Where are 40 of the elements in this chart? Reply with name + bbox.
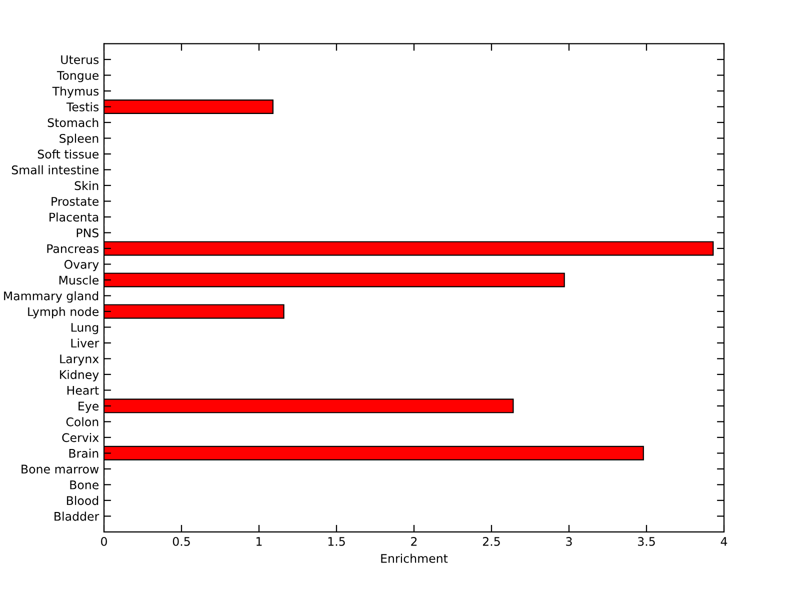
y-tick-label: Small intestine <box>12 165 99 174</box>
y-tick-label: Placenta <box>50 212 98 222</box>
x-tick-label: 0 <box>101 536 107 546</box>
x-tick-label: 3 <box>566 536 572 546</box>
y-tick-label: Bladder <box>54 512 100 521</box>
y-tick-label: Brain <box>69 448 98 458</box>
x-tick-label: 2 <box>411 536 417 546</box>
y-tick-label: Bone marrow <box>22 464 99 474</box>
y-tick-label: Lymph node <box>28 306 99 318</box>
y-tick-label: Heart <box>67 386 99 395</box>
y-tick-label: Cervix <box>62 432 99 442</box>
y-tick-label: Testis <box>66 102 99 112</box>
y-tick-label: Blood <box>66 496 98 506</box>
x-tick-label: 1 <box>256 537 262 546</box>
x-tick-label: 3.5 <box>638 536 655 546</box>
y-tick-label: Colon <box>66 417 98 426</box>
y-tick-label: Kidney <box>60 370 99 382</box>
y-tick-label: Soft tissue <box>38 149 99 159</box>
y-tick-label: Larynx <box>60 354 99 366</box>
x-tick-label: 0.5 <box>172 536 190 546</box>
y-tick-label: Eye <box>78 402 99 413</box>
x-tick-label: 1.5 <box>328 537 345 546</box>
y-tick-label: Stomach <box>48 118 98 128</box>
y-tick-label: Thymus <box>52 86 99 98</box>
y-tick-label: Spleen <box>60 134 98 146</box>
y-tick-label: Liver <box>71 338 100 348</box>
y-tick-label: PNS <box>76 228 98 238</box>
y-tick-label: Skin <box>74 180 98 190</box>
y-tick-label: Muscle <box>59 275 99 285</box>
y-tick-label: Tongue <box>56 71 99 82</box>
x-tick-label: 4 <box>720 537 728 546</box>
y-tick-label: Lung <box>71 323 98 334</box>
y-tick-label: Ovary <box>64 260 99 272</box>
x-axis-title: Enrichment <box>381 554 448 563</box>
x-tick-label: 2.5 <box>482 536 500 546</box>
y-tick-label: Bone <box>70 480 99 490</box>
y-tick-label: Prostate <box>52 197 99 206</box>
y-tick-label: Mammary gland <box>4 291 98 303</box>
y-tick-label: Uterus <box>61 55 99 64</box>
y-tick-label: Pancreas <box>47 244 99 254</box>
